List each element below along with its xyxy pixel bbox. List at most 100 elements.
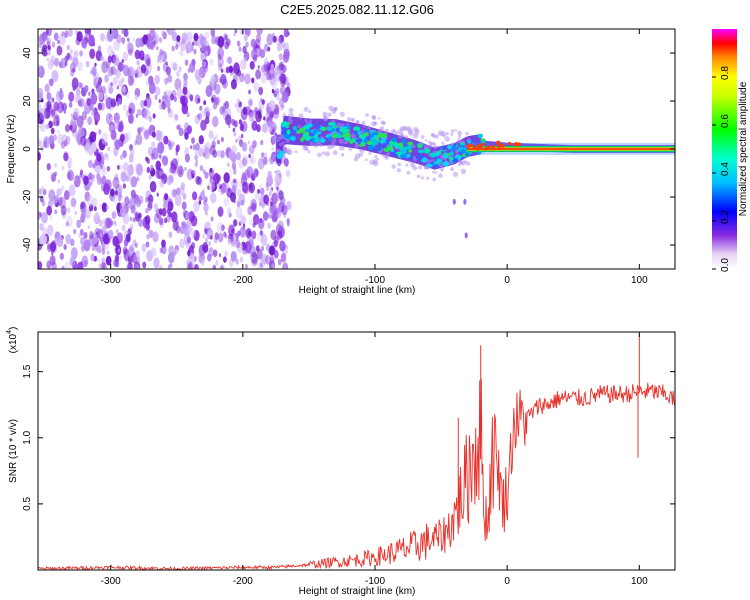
spectrogram-y-axis-label: Frequency (Hz) [6, 115, 17, 184]
heatmap-noise-blob [85, 29, 90, 35]
colorbar-tick-label: 0.0 [720, 258, 731, 272]
heatmap-noise-blob [112, 76, 118, 86]
heatmap-noise-blob [270, 229, 277, 241]
heatmap-halo-dot [285, 138, 290, 144]
heatmap-noise-blob [172, 141, 175, 146]
heatmap-noise-blob [197, 97, 201, 104]
heatmap-noise-blob [113, 112, 120, 124]
heatmap-noise-blob [63, 139, 68, 147]
heatmap-noise-blob [154, 74, 160, 85]
heatmap-noise-blob [233, 32, 236, 37]
heatmap-halo-dot [457, 131, 462, 137]
heatmap-noise-blob [100, 262, 107, 269]
heatmap-noise-blob [127, 261, 133, 269]
heatmap-noise-blob [235, 76, 241, 85]
heatmap-noise-blob [204, 50, 208, 57]
heatmap-noise-blob [205, 211, 208, 216]
heatmap-noise-blob [177, 165, 184, 178]
heatmap-halo-dot [281, 140, 286, 145]
heatmap-noise-blob [214, 232, 219, 240]
heatmap-noise-blob [233, 120, 238, 128]
heatmap-noise-blob [181, 32, 188, 43]
heatmap-noise-blob [207, 185, 210, 190]
heatmap-noise-blob [38, 153, 41, 161]
heatmap-noise-blob [124, 29, 129, 38]
heatmap-noise-blob [183, 72, 188, 81]
heatmap-noise-blob [126, 264, 131, 269]
heatmap-noise-blob [202, 152, 206, 158]
heatmap-noise-blob [197, 112, 203, 121]
heatmap-halo-dot [270, 156, 275, 161]
heatmap-noise-blob [227, 207, 232, 215]
heatmap-noise-blob [167, 74, 173, 83]
heatmap-halo-dot [445, 131, 449, 136]
heatmap-noise-blob [269, 245, 276, 256]
heatmap-noise-blob [253, 214, 260, 226]
heatmap-halo-dot [450, 129, 455, 133]
heatmap-signal-blob [290, 129, 297, 133]
heatmap-noise-blob [153, 213, 160, 224]
heatmap-noise-blob [121, 77, 125, 84]
heatmap-noise-blob [270, 202, 277, 215]
heatmap-noise-blob [287, 221, 290, 227]
heatmap-noise-blob [233, 132, 237, 137]
heatmap-noise-blob [250, 255, 254, 261]
heatmap-noise-blob [175, 144, 180, 152]
heatmap-noise-blob [169, 109, 173, 117]
heatmap-noise-blob [80, 135, 87, 147]
heatmap-noise-blob [88, 172, 93, 181]
heatmap-noise-blob [45, 35, 49, 41]
heatmap-noise-blob [170, 188, 177, 199]
heatmap-halo-dot [380, 120, 385, 125]
heatmap-noise-blob [204, 196, 208, 203]
heatmap-noise-blob [233, 178, 236, 184]
heatmap-noise-blob [232, 127, 236, 133]
heatmap-noise-blob [46, 260, 52, 269]
heatmap-noise-blob [148, 229, 154, 239]
heatmap-noise-blob [56, 235, 64, 248]
heatmap-noise-blob [93, 214, 99, 224]
heatmap-noise-blob [107, 45, 114, 56]
heatmap-noise-blob [202, 242, 209, 253]
heatmap-noise-blob [239, 226, 247, 238]
heatmap-noise-blob [267, 222, 271, 229]
heatmap-noise-blob [137, 108, 142, 116]
heatmap-noise-blob [90, 181, 93, 186]
heatmap-noise-blob [171, 31, 178, 42]
heatmap-noise-blob [158, 154, 162, 159]
heatmap-noise-blob [238, 46, 242, 52]
heatmap-noise-blob [101, 156, 105, 162]
heatmap-line-knot [478, 146, 483, 150]
heatmap-noise-blob [57, 133, 64, 145]
svg-text:(x104): (x104) [6, 327, 19, 354]
heatmap-noise-blob [277, 42, 283, 52]
heatmap-noise-blob [170, 211, 178, 223]
heatmap-noise-blob [231, 162, 237, 170]
heatmap-noise-blob [106, 165, 111, 172]
heatmap-noise-blob [220, 182, 227, 194]
heatmap-noise-blob [260, 139, 264, 146]
heatmap-halo-dot [274, 136, 277, 139]
heatmap-noise-blob [110, 82, 113, 87]
heatmap-noise-blob [73, 50, 79, 59]
heatmap-noise-blob [54, 171, 58, 177]
heatmap-signal-blob [355, 138, 363, 143]
heatmap-noise-blob [267, 46, 271, 52]
heatmap-noise-blob [130, 193, 135, 200]
heatmap-noise-blob [114, 139, 121, 150]
heatmap-noise-blob [91, 245, 95, 251]
heatmap-noise-blob [57, 187, 62, 196]
heatmap-noise-blob [265, 254, 271, 265]
heatmap-signal-blob [367, 144, 375, 151]
heatmap-noise-blob [60, 57, 67, 69]
heatmap-noise-blob [247, 230, 252, 237]
heatmap-signal-blob [346, 137, 352, 141]
heatmap-noise-blob [56, 45, 63, 56]
heatmap-noise-blob [117, 248, 121, 253]
heatmap-halo-dot [288, 107, 294, 113]
heatmap-noise-blob [134, 49, 141, 60]
heatmap-signal-blob [283, 133, 291, 139]
heatmap-noise-blob [270, 63, 275, 70]
heatmap-noise-blob [255, 169, 259, 176]
heatmap-noise-blob [120, 133, 125, 142]
